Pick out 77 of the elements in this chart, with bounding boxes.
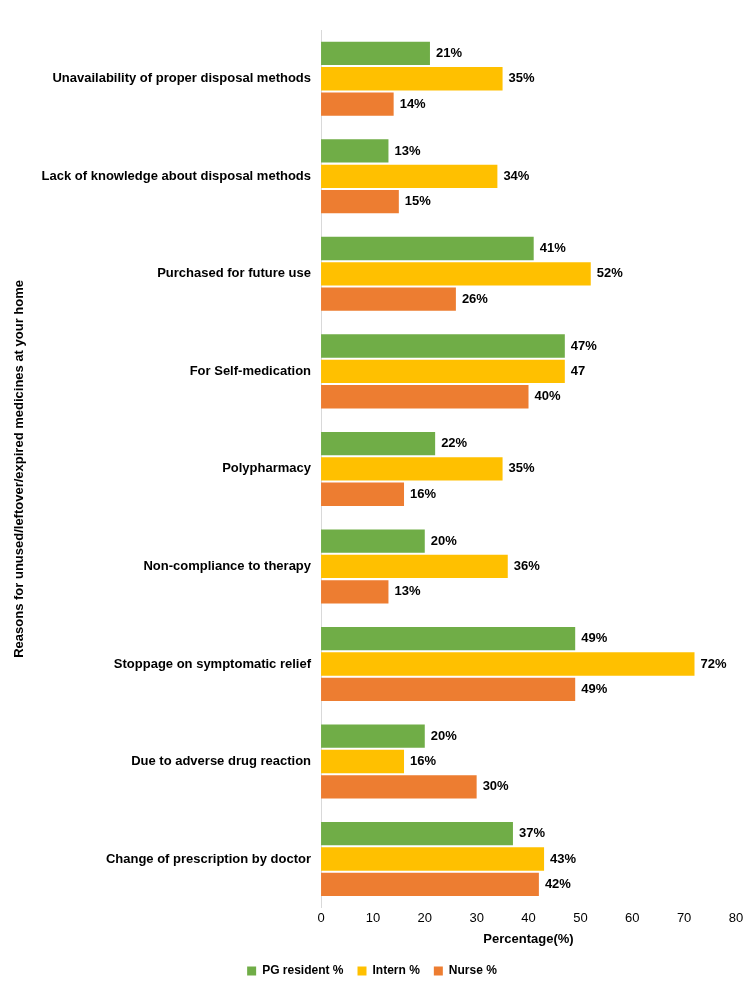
bar — [321, 775, 477, 799]
data-label: 49% — [581, 680, 608, 696]
x-axis-title: Percentage(%) — [483, 930, 574, 946]
data-label: 43% — [550, 850, 577, 866]
legend-label: Intern % — [372, 963, 421, 978]
data-label: 13% — [394, 142, 421, 158]
data-label: 35% — [508, 460, 536, 476]
x-tick-label: 60 — [625, 910, 640, 926]
bar — [321, 262, 591, 286]
data-label: 22% — [441, 435, 468, 451]
bar — [321, 724, 425, 748]
y-tick-label: Purchased for future use — [157, 265, 312, 281]
data-label: 13% — [394, 583, 421, 599]
data-label: 16% — [410, 485, 437, 501]
bar — [321, 164, 498, 188]
bar — [321, 92, 394, 116]
y-tick-label: Non-compliance to therapy — [143, 558, 312, 574]
data-label: 30% — [482, 778, 510, 794]
y-tick-label: Polypharmacy — [222, 460, 312, 476]
data-label: 42% — [544, 875, 572, 891]
y-axis-title: Reasons for unused/leftover/expired medicines at your home — [11, 279, 27, 658]
x-tick-label: 80 — [728, 910, 744, 926]
data-label: 26% — [461, 290, 489, 306]
bar — [321, 67, 503, 91]
bar — [321, 385, 529, 409]
y-tick-label: Change of prescription by doctor — [105, 850, 312, 866]
data-label: 52% — [596, 265, 624, 281]
bar — [321, 847, 545, 871]
bar — [321, 359, 565, 384]
y-tick-label: Lack of knowledge about disposal methods — [41, 167, 312, 183]
data-label: 49% — [581, 630, 608, 646]
data-label: 20% — [430, 727, 458, 743]
data-label: 20% — [430, 532, 458, 548]
bar — [321, 189, 399, 214]
data-label: 47 — [570, 362, 586, 378]
bar — [321, 580, 389, 604]
legend-label: PG resident % — [262, 963, 344, 978]
y-tick-label: Due to adverse drug reaction — [131, 753, 312, 769]
bar — [321, 554, 508, 579]
bar — [321, 431, 436, 456]
bar — [321, 482, 405, 506]
bar — [321, 457, 503, 481]
x-tick-label: 30 — [469, 910, 484, 926]
data-label: 21% — [435, 44, 463, 60]
y-tick-label: Unavailability of proper disposal methods — [52, 70, 312, 86]
y-tick-label: For Self-medication — [189, 362, 312, 378]
legend-label: Nurse % — [448, 963, 498, 978]
bar — [321, 872, 539, 897]
bar — [321, 236, 534, 261]
x-tick-label: 20 — [417, 910, 432, 926]
bar — [321, 529, 425, 553]
data-label: 40% — [534, 388, 561, 404]
x-tick-label: 0 — [317, 910, 325, 926]
bar — [321, 652, 695, 676]
data-label: 34% — [503, 167, 530, 183]
bar — [321, 41, 430, 66]
data-label: 16% — [410, 753, 437, 769]
data-label: 36% — [513, 558, 541, 574]
x-tick-label: 10 — [365, 910, 381, 926]
data-label: 72% — [700, 655, 727, 671]
data-label: 41% — [539, 240, 567, 256]
data-label: 47% — [570, 337, 598, 353]
data-label: 37% — [518, 825, 546, 841]
data-label: 14% — [399, 95, 427, 111]
bar — [321, 287, 456, 311]
y-tick-label: Stoppage on symptomatic relief — [113, 655, 312, 671]
x-tick-label: 50 — [573, 910, 588, 926]
bar — [321, 139, 389, 163]
x-tick-label: 70 — [676, 910, 692, 926]
data-label: 15% — [404, 193, 432, 209]
bar — [321, 749, 405, 774]
bar — [321, 626, 576, 651]
data-label: 35% — [508, 70, 536, 86]
x-tick-label: 40 — [521, 910, 536, 926]
bar — [321, 334, 565, 358]
bar — [321, 822, 513, 846]
bar — [321, 677, 576, 701]
